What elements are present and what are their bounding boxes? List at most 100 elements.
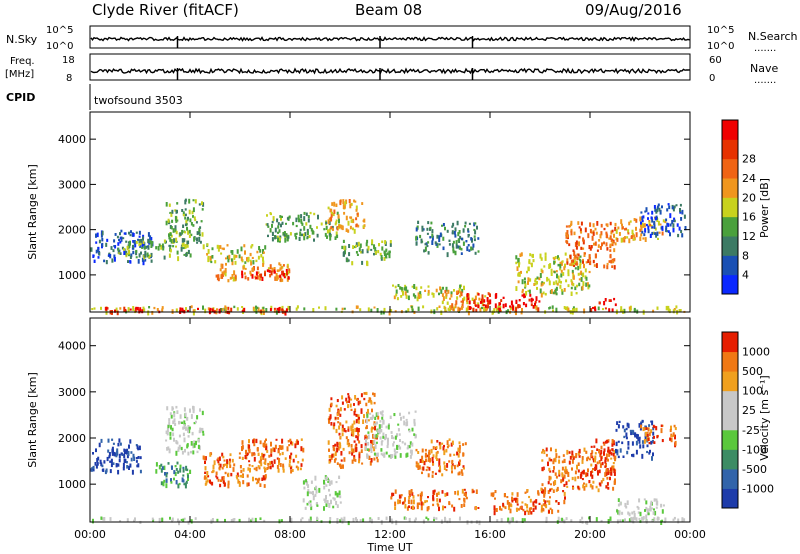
heatmap-cell [612,453,615,457]
heatmap-cell [279,263,282,267]
heatmap-cell [336,211,339,215]
heatmap-cell [577,253,580,257]
heatmap-cell [192,443,195,449]
heatmap-cell [420,501,423,506]
heatmap-cell [350,219,353,223]
heatmap-cell [406,289,409,293]
heatmap-cell [577,221,580,225]
heatmap-cell [427,456,430,462]
heatmap-cell [408,505,410,508]
heatmap-cell [680,229,683,234]
heatmap-cell [448,438,451,441]
heatmap-cell [622,425,625,429]
heatmap-cell [371,414,374,419]
heatmap-cell [590,308,593,313]
heatmap-cell [339,495,342,499]
heatmap-cell [276,275,279,280]
heatmap-cell [393,448,396,453]
heatmap-cell [181,421,183,424]
nsky-label: N.Sky [6,33,38,46]
heatmap-cell [665,230,668,233]
heatmap-cell [228,254,231,260]
heatmap-cell [112,462,115,465]
heatmap-cell [147,240,150,244]
heatmap-cell [432,454,435,458]
heatmap-cell [528,495,531,499]
heatmap-cell [428,453,431,455]
heatmap-cell [579,228,582,233]
heatmap-cell [441,300,444,305]
heatmap-cell [509,508,512,514]
heatmap-cell [356,398,359,401]
heatmap-cell [267,234,269,238]
heatmap-cell [92,254,95,257]
heatmap-cell [463,285,465,291]
heatmap-cell [111,258,114,263]
heatmap-cell [667,230,670,233]
heatmap-cell [497,307,500,310]
heatmap-cell [406,506,409,511]
heatmap-cell [373,392,376,397]
heatmap-cell [105,260,108,265]
heatmap-cell [519,253,522,257]
heatmap-cell [538,300,541,303]
heatmap-cell [263,466,266,470]
heatmap-cell [176,461,179,465]
colorbar-segment [722,178,738,198]
heatmap-cell [557,509,560,513]
heatmap-cell [283,232,286,237]
heatmap-cell [308,235,311,238]
heatmap-cell [123,453,126,459]
heatmap-cell [188,209,191,215]
colorbar-segment [722,449,738,470]
colorbar-tick-label: 25 [742,404,756,417]
heatmap-cell [179,421,181,424]
heatmap-cell [175,468,178,471]
heatmap-cell [617,226,620,230]
heatmap-cell [334,417,337,420]
heatmap-cell [421,227,424,232]
heatmap-cell [524,286,527,289]
heatmap-cell [542,291,545,295]
heatmap-cell [454,491,457,495]
heatmap-cell [560,269,563,273]
heatmap-cell [367,431,370,434]
nsky-tick-bottom: 10^0 [46,41,73,52]
heatmap-cell [643,498,646,501]
heatmap-cell [184,412,187,417]
heatmap-cell [438,498,441,503]
heatmap-cell [223,482,226,487]
heatmap-cell [414,410,417,413]
heatmap-cell [192,309,195,312]
heatmap-cell [259,517,262,520]
heatmap-cell [355,244,357,248]
heatmap-cell [545,453,548,457]
heatmap-cell [651,219,654,223]
heatmap-cell [91,308,94,311]
heatmap-cell [373,401,376,405]
heatmap-cell [534,282,537,286]
heatmap-cell [550,447,552,452]
heatmap-cell [169,244,172,247]
heatmap-cell [506,496,509,499]
colorbar-tick-label: -500 [742,463,767,476]
heatmap-cell [415,236,418,241]
heatmap-cell [407,444,410,449]
heatmap-cell [492,492,495,496]
heatmap-cell [359,243,362,248]
heatmap-cell [532,504,535,508]
heatmap-cell [454,303,457,309]
heatmap-cell [120,236,123,239]
heatmap-cell [297,214,300,220]
heatmap-cell [267,462,270,466]
heatmap-cell [559,263,562,269]
heatmap-cell [336,447,339,453]
heatmap-cell [125,253,128,258]
heatmap-cell [299,231,302,237]
heatmap-cell [640,221,642,225]
heatmap-cell [511,492,514,496]
heatmap-cell [579,519,582,523]
heatmap-cell [563,483,566,487]
heatmap-cell [129,234,132,237]
heatmap-cell [554,448,557,453]
